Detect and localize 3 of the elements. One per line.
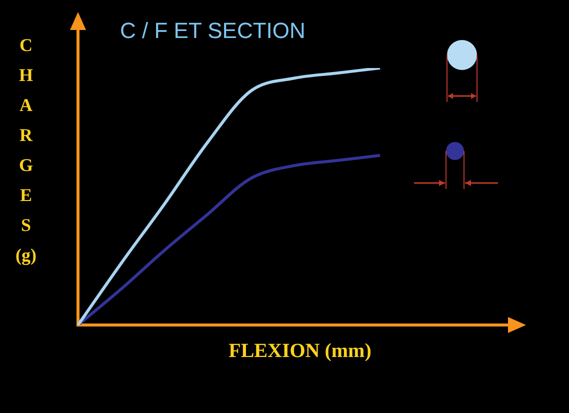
- chart-title: C / F ET SECTION: [120, 18, 306, 44]
- x-axis-title: FLEXION (mm): [228, 340, 372, 363]
- y-axis-title: CHARGES (g): [14, 34, 38, 267]
